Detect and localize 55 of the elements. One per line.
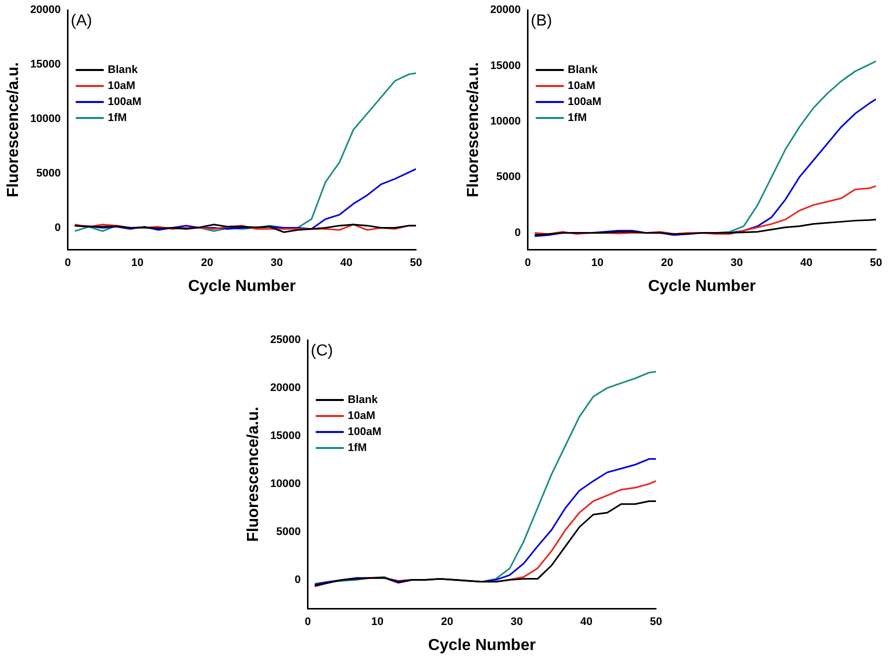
legend-label: 1fM bbox=[348, 442, 367, 454]
y-tick-label: 0 bbox=[54, 222, 61, 234]
x-axis-title: Cycle Number bbox=[648, 278, 756, 295]
y-tick-label: 0 bbox=[514, 226, 521, 239]
x-tick-label: 0 bbox=[64, 257, 71, 270]
x-tick-label: 10 bbox=[131, 257, 144, 270]
x-tick-label: 40 bbox=[800, 257, 812, 270]
legend-label: 100aM bbox=[108, 96, 142, 108]
x-tick-label: 50 bbox=[410, 257, 422, 270]
legend-label: 100aM bbox=[348, 426, 382, 438]
y-tick-label: 15000 bbox=[270, 430, 301, 442]
y-tick-label: 20000 bbox=[30, 4, 61, 16]
y-tick-label: 15000 bbox=[30, 58, 61, 70]
y-tick-label: 5000 bbox=[276, 526, 301, 538]
legend-label: 100aM bbox=[568, 96, 602, 108]
x-axis-title: Cycle Number bbox=[188, 278, 296, 295]
x-tick-label: 30 bbox=[730, 257, 743, 270]
x-tick-label: 30 bbox=[510, 616, 523, 628]
y-tick-label: 5000 bbox=[36, 167, 61, 180]
x-tick-label: 0 bbox=[304, 616, 311, 628]
x-axis-title: Cycle Number bbox=[428, 636, 536, 654]
y-tick-label: 5000 bbox=[496, 171, 521, 184]
chart-title: (A) bbox=[70, 12, 92, 30]
x-tick-label: 10 bbox=[371, 616, 384, 628]
legend-label: 10aM bbox=[568, 80, 596, 92]
chart-title: (C) bbox=[310, 342, 334, 360]
legend-label: 10aM bbox=[348, 410, 376, 422]
x-tick-label: 40 bbox=[340, 257, 352, 270]
y-axis-title: Fluorescence/a.u. bbox=[245, 406, 262, 542]
y-tick-label: 20000 bbox=[270, 382, 301, 394]
legend-label: 1fM bbox=[108, 112, 127, 124]
x-tick-label: 50 bbox=[870, 257, 882, 270]
legend-label: Blank bbox=[348, 394, 379, 406]
y-tick-label: 0 bbox=[294, 574, 301, 586]
legend-label: 1fM bbox=[568, 112, 587, 124]
y-tick-label: 10000 bbox=[30, 112, 61, 125]
x-tick-label: 50 bbox=[650, 616, 662, 628]
x-tick-label: 30 bbox=[270, 257, 283, 270]
x-tick-label: 20 bbox=[660, 257, 674, 270]
legend-label: 10aM bbox=[108, 80, 136, 92]
legend-label: Blank bbox=[108, 64, 139, 76]
y-tick-label: 10000 bbox=[490, 115, 521, 128]
y-tick-label: 10000 bbox=[270, 478, 301, 490]
y-tick-label: 15000 bbox=[490, 60, 521, 72]
y-axis-title: Fluorescence/a.u. bbox=[465, 62, 482, 198]
x-tick-label: 40 bbox=[580, 616, 592, 628]
y-tick-label: 20000 bbox=[490, 4, 521, 16]
chart-title: (B) bbox=[530, 12, 552, 30]
x-tick-label: 20 bbox=[200, 257, 214, 270]
y-tick-label: 25000 bbox=[270, 334, 301, 346]
y-axis-title: Fluorescence/a.u. bbox=[5, 62, 22, 198]
x-tick-label: 20 bbox=[440, 616, 454, 628]
legend-label: Blank bbox=[568, 64, 599, 76]
x-tick-label: 10 bbox=[591, 257, 604, 270]
x-tick-label: 0 bbox=[524, 257, 531, 270]
